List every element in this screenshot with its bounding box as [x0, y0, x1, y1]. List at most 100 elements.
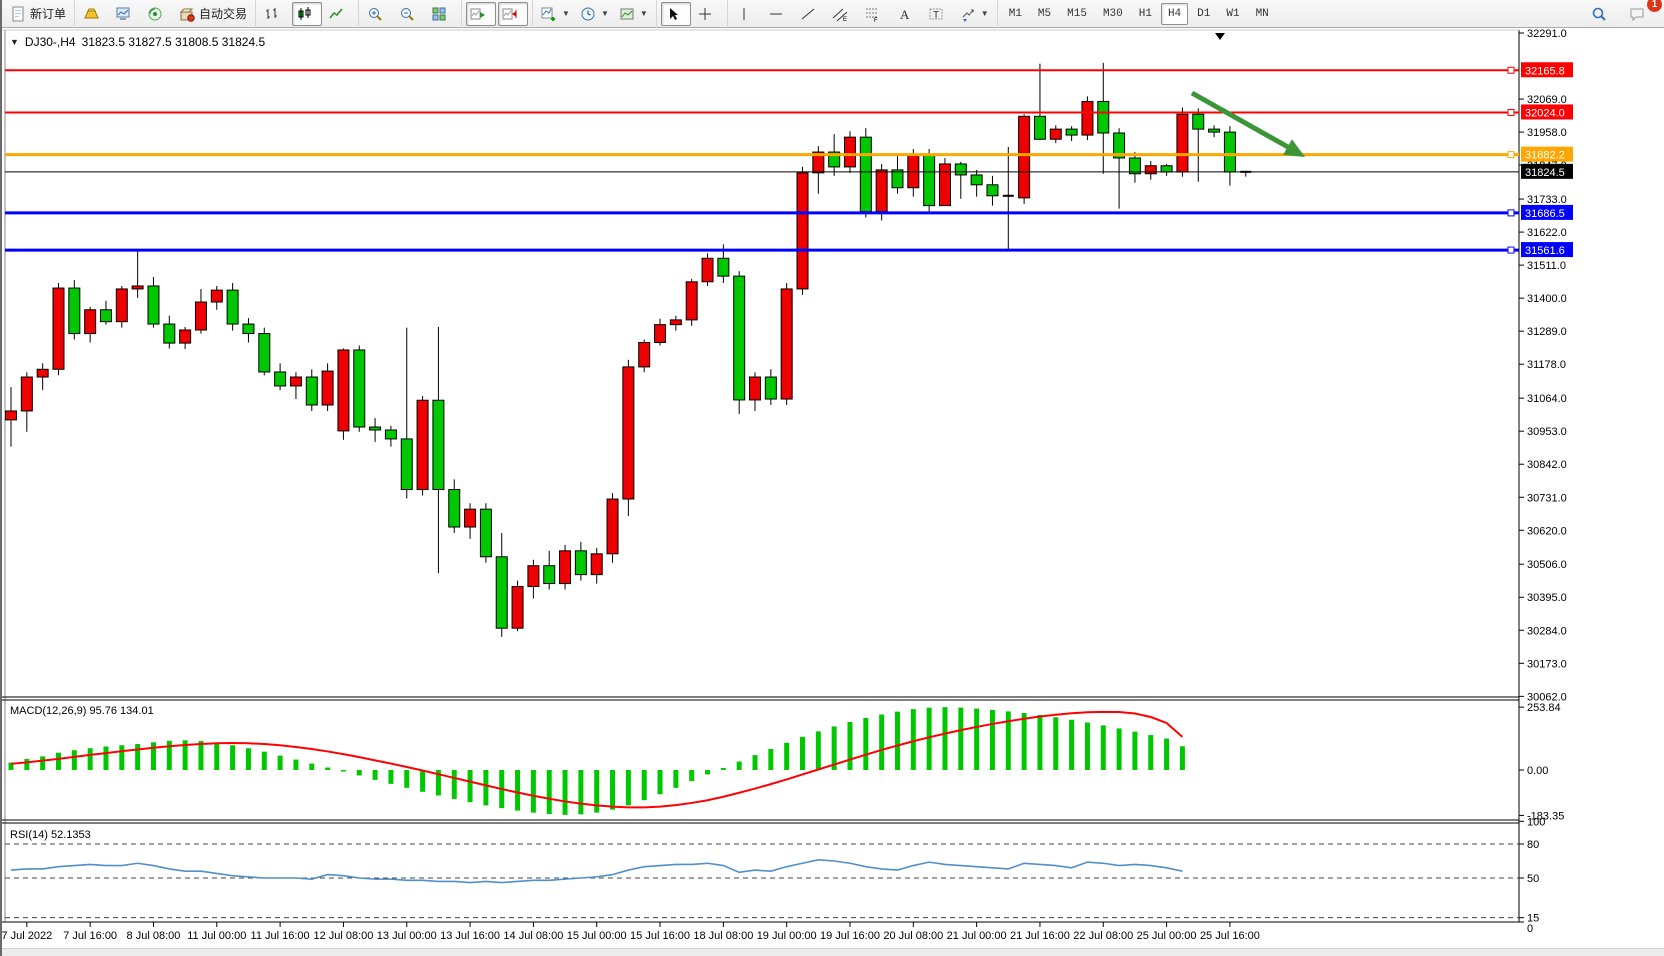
- timeframe-d1-button[interactable]: D1: [1197, 7, 1211, 20]
- tile-windows-button[interactable]: [427, 2, 457, 26]
- trendline-button[interactable]: [796, 2, 826, 26]
- bear-candle: [305, 376, 318, 406]
- svg-text:E: E: [843, 17, 847, 22]
- timeframe-m5-button[interactable]: M5: [1037, 7, 1052, 20]
- texta-icon: A: [900, 7, 910, 22]
- chevron-down-icon[interactable]: ▼: [10, 37, 19, 47]
- rsi-line: [10, 859, 1183, 884]
- chart-title: ▼ DJ30-,H4 31823.5 31827.5 31808.5 31824…: [10, 35, 265, 49]
- svg-text:22 Jul 08:00: 22 Jul 08:00: [1073, 930, 1133, 942]
- timeframe-m30-button[interactable]: M30: [1102, 7, 1123, 20]
- svg-text:31178.0: 31178.0: [1527, 359, 1566, 371]
- line-chart-button[interactable]: [324, 2, 354, 26]
- new-order-button[interactable]: 新订单: [6, 2, 70, 26]
- bear-candle: [1160, 165, 1173, 173]
- timeframe-h4-button[interactable]: H4: [1160, 2, 1189, 25]
- trend-arrow-annotation[interactable]: [1190, 90, 1305, 157]
- bull-candle: [638, 342, 651, 368]
- search-button[interactable]: [1587, 2, 1617, 26]
- channel-button[interactable]: E: [828, 2, 858, 26]
- level-handle[interactable]: [1507, 151, 1515, 159]
- auto-trading-button[interactable]: 自动交易: [175, 2, 251, 26]
- terminal-button[interactable]: [111, 2, 141, 26]
- toolbar-group: E F A T ▼: [726, 0, 997, 28]
- trend-arrow-head: [1283, 139, 1305, 157]
- bear-candle: [1128, 157, 1141, 175]
- cursor-button[interactable]: [660, 1, 691, 26]
- svg-text:32291.0: 32291.0: [1527, 28, 1567, 40]
- trend-arrow-line[interactable]: [1190, 90, 1297, 154]
- fibonacci-button[interactable]: F: [860, 2, 890, 26]
- svg-text:25 Jul 16:00: 25 Jul 16:00: [1200, 930, 1260, 942]
- zoom-out-button[interactable]: [395, 2, 425, 26]
- dropdown-arrow-icon[interactable]: ▼: [980, 9, 989, 18]
- candles-group[interactable]: [5, 62, 1252, 637]
- crosshair-button[interactable]: [693, 2, 723, 26]
- svg-text:50: 50: [1527, 873, 1539, 885]
- text-button[interactable]: A: [892, 2, 922, 26]
- bull-candle: [606, 498, 619, 555]
- bear-candle: [1192, 113, 1205, 130]
- indicators-button[interactable]: ▼: [537, 2, 574, 26]
- horizontal-line-button[interactable]: [764, 2, 794, 26]
- svg-text:30173.0: 30173.0: [1527, 658, 1567, 670]
- bull-candle: [669, 319, 682, 326]
- level-handle[interactable]: [1507, 108, 1515, 116]
- dropdown-arrow-icon[interactable]: ▼: [600, 9, 609, 18]
- svg-text:7 Jul 16:00: 7 Jul 16:00: [63, 930, 117, 942]
- bull-candle: [289, 376, 302, 387]
- svg-text:7 Jul 2022: 7 Jul 2022: [2, 930, 52, 942]
- signals-button[interactable]: [143, 2, 173, 26]
- svg-text:A: A: [900, 7, 910, 22]
- dropdown-arrow-icon[interactable]: ▼: [562, 9, 570, 18]
- gold-chart-button[interactable]: [79, 2, 109, 26]
- bull-candle: [749, 376, 762, 401]
- monitor-icon: [116, 7, 130, 20]
- dropdown-arrow-icon[interactable]: ▼: [639, 9, 648, 18]
- timeframe-m1-button[interactable]: M1: [1008, 7, 1022, 20]
- notifications-button[interactable]: 1: [1625, 0, 1662, 26]
- vertical-line-button[interactable]: [732, 2, 762, 26]
- level-handle[interactable]: [1507, 246, 1515, 254]
- level-handle[interactable]: [1507, 209, 1515, 217]
- periods-button[interactable]: ▼: [576, 2, 613, 26]
- bull-candle: [115, 288, 128, 323]
- toolbar-right: 1: [1586, 0, 1664, 26]
- timeframe-m15-button[interactable]: M15: [1067, 7, 1087, 20]
- svg-text:31289.0: 31289.0: [1527, 326, 1567, 338]
- candles-icon: [298, 6, 311, 20]
- candlestick-chart-canvas[interactable]: 32291.032069.031958.031847.031733.031622…: [2, 28, 1664, 956]
- toolbar-group: ▼ ▼ ▼: [532, 0, 656, 28]
- chart-area[interactable]: 32291.032069.031958.031847.031733.031622…: [2, 28, 1664, 956]
- autotrade-icon: [179, 8, 195, 22]
- zoom-in-button[interactable]: [363, 2, 393, 26]
- text-label-button[interactable]: T: [924, 2, 954, 26]
- bull-candle: [1144, 165, 1157, 175]
- templates-button[interactable]: ▼: [615, 2, 652, 26]
- bar-chart-button[interactable]: [260, 2, 290, 26]
- clock-icon: [581, 7, 595, 20]
- auto-scroll-button[interactable]: [466, 1, 497, 26]
- price-axis[interactable]: 32291.032069.031958.031847.031733.031622…: [1519, 28, 1567, 935]
- timeframe-w1-button[interactable]: W1: [1226, 7, 1240, 20]
- bear-candle: [353, 349, 366, 428]
- level-price-tag: [1521, 146, 1573, 162]
- timeframe-group: M1 M5 M15 M30 H1 H4 D1 W1 MN: [996, 0, 1280, 28]
- indadd-icon: [541, 7, 556, 21]
- candlestick-chart-button[interactable]: [292, 1, 323, 26]
- bear-candle: [432, 399, 445, 491]
- price-levels-group[interactable]: 32165.8 32024.0 31882.2 31824.5 31686.5 31561…: [5, 62, 1573, 258]
- bull-candle: [701, 257, 714, 283]
- timeframe-h1-button[interactable]: H1: [1138, 7, 1152, 20]
- chart-shift-button[interactable]: [498, 1, 529, 26]
- arrows-button[interactable]: ▼: [956, 2, 993, 26]
- new-order-button-label: 新订单: [30, 7, 67, 21]
- level-handle[interactable]: [1507, 66, 1515, 74]
- svg-text:30842.0: 30842.0: [1527, 459, 1567, 471]
- template-icon: [620, 8, 634, 19]
- bull-candle: [1081, 100, 1094, 136]
- timeframe-mn-button[interactable]: MN: [1255, 7, 1269, 20]
- bull-candle: [559, 550, 572, 585]
- macd-indicator-label: MACD(12,26,9) 95.76 134.01: [10, 705, 154, 717]
- time-axis[interactable]: 7 Jul 2022 7 Jul 16:00 8 Jul 08:00 11 Jul 0…: [2, 922, 1260, 942]
